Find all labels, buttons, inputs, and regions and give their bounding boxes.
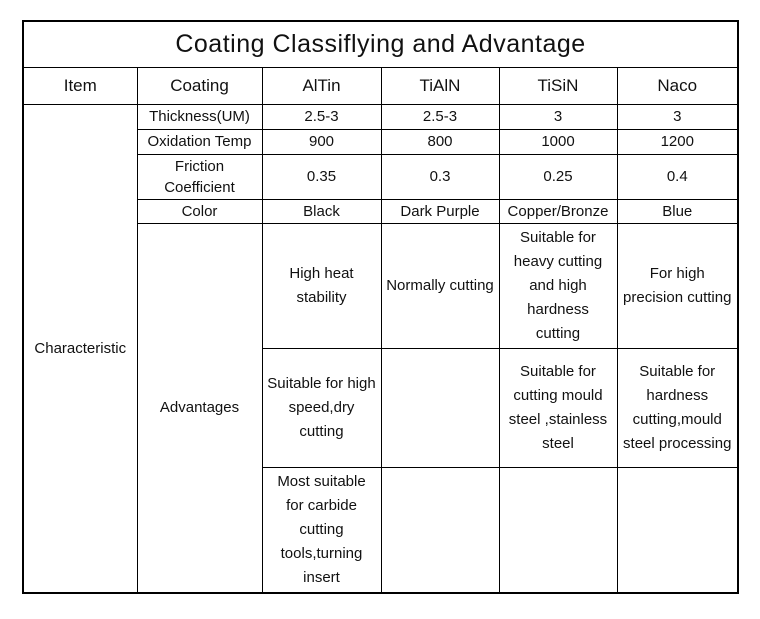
cell-oxidation-tialn: 800 [380, 128, 500, 155]
cell-advantage-2-naco: Suitable for hardness cutting,mould stee… [616, 347, 739, 468]
oxidation-temp-row: Oxidation Temp 900 800 1000 1200 [23, 128, 739, 155]
cell-color-tisin: Copper/Bronze [498, 198, 618, 224]
row-label-thickness: Thickness(UM) [136, 103, 263, 130]
cell-advantage-2-tisin: Suitable for cutting mould steel ,stainl… [498, 347, 618, 468]
cell-advantage-1-tisin: Suitable for heavy cutting and high hard… [498, 222, 618, 349]
thickness-row: Characteristic Thickness(UM) 2.5-3 2.5-3… [22, 103, 739, 593]
cell-friction-naco: 0.4 [616, 153, 739, 200]
cell-thickness-tisin: 3 [498, 103, 618, 130]
column-header-coating: Coating [136, 66, 263, 105]
header-row: Item Coating AlTin TiAlN TiSiN Naco [22, 66, 739, 105]
cell-thickness-altin: 2.5-3 [261, 103, 382, 130]
cell-advantage-3-tialn [380, 466, 500, 593]
cell-friction-tialn: 0.3 [380, 153, 500, 200]
row-label-oxidation-temp: Oxidation Temp [136, 128, 263, 155]
cell-advantage-1-naco: For high precision cutting [616, 222, 739, 349]
cell-advantage-3-tisin [498, 466, 618, 593]
cell-color-altin: Black [261, 198, 382, 224]
cell-color-tialn: Dark Purple [380, 198, 500, 224]
cell-advantage-2-altin: Suitable for high speed,dry cutting [261, 347, 382, 468]
cell-advantage-2-tialn [380, 347, 500, 468]
advantages-row-2: Suitable for high speed,dry cutting Suit… [23, 347, 739, 468]
table-title: Coating Classiflying and Advantage [22, 20, 739, 68]
cell-advantage-3-altin: Most suitable for carbide cutting tools,… [261, 466, 382, 593]
cell-color-naco: Blue [616, 198, 739, 224]
column-header-tisin: TiSiN [498, 66, 618, 105]
cell-advantage-1-altin: High heat stability [261, 222, 382, 349]
column-header-altin: AlTin [261, 66, 382, 105]
cell-advantage-3-naco [616, 466, 739, 593]
advantages-row-1: Advantages High heat stability Normally … [23, 222, 739, 593]
column-header-item: Item [22, 66, 138, 105]
title-row: Coating Classiflying and Advantage [22, 20, 739, 68]
item-group-label-characteristic: Characteristic [22, 103, 138, 593]
cell-thickness-naco: 3 [616, 103, 739, 130]
row-label-color: Color [136, 198, 263, 224]
cell-oxidation-naco: 1200 [616, 128, 739, 155]
column-header-tialn: TiAlN [380, 66, 500, 105]
cell-oxidation-tisin: 1000 [498, 128, 618, 155]
cell-advantage-1-tialn: Normally cutting [380, 222, 500, 349]
cell-friction-altin: 0.35 [261, 153, 382, 200]
row-label-friction-coefficient: Friction Coefficient [136, 153, 263, 200]
cell-oxidation-altin: 900 [261, 128, 382, 155]
coating-table: Coating Classiflying and Advantage Item … [22, 20, 739, 594]
column-header-naco: Naco [616, 66, 739, 105]
cell-friction-tisin: 0.25 [498, 153, 618, 200]
row-group-label-advantages: Advantages [136, 222, 263, 593]
cell-thickness-tialn: 2.5-3 [380, 103, 500, 130]
advantages-row-3: Most suitable for carbide cutting tools,… [23, 466, 739, 593]
